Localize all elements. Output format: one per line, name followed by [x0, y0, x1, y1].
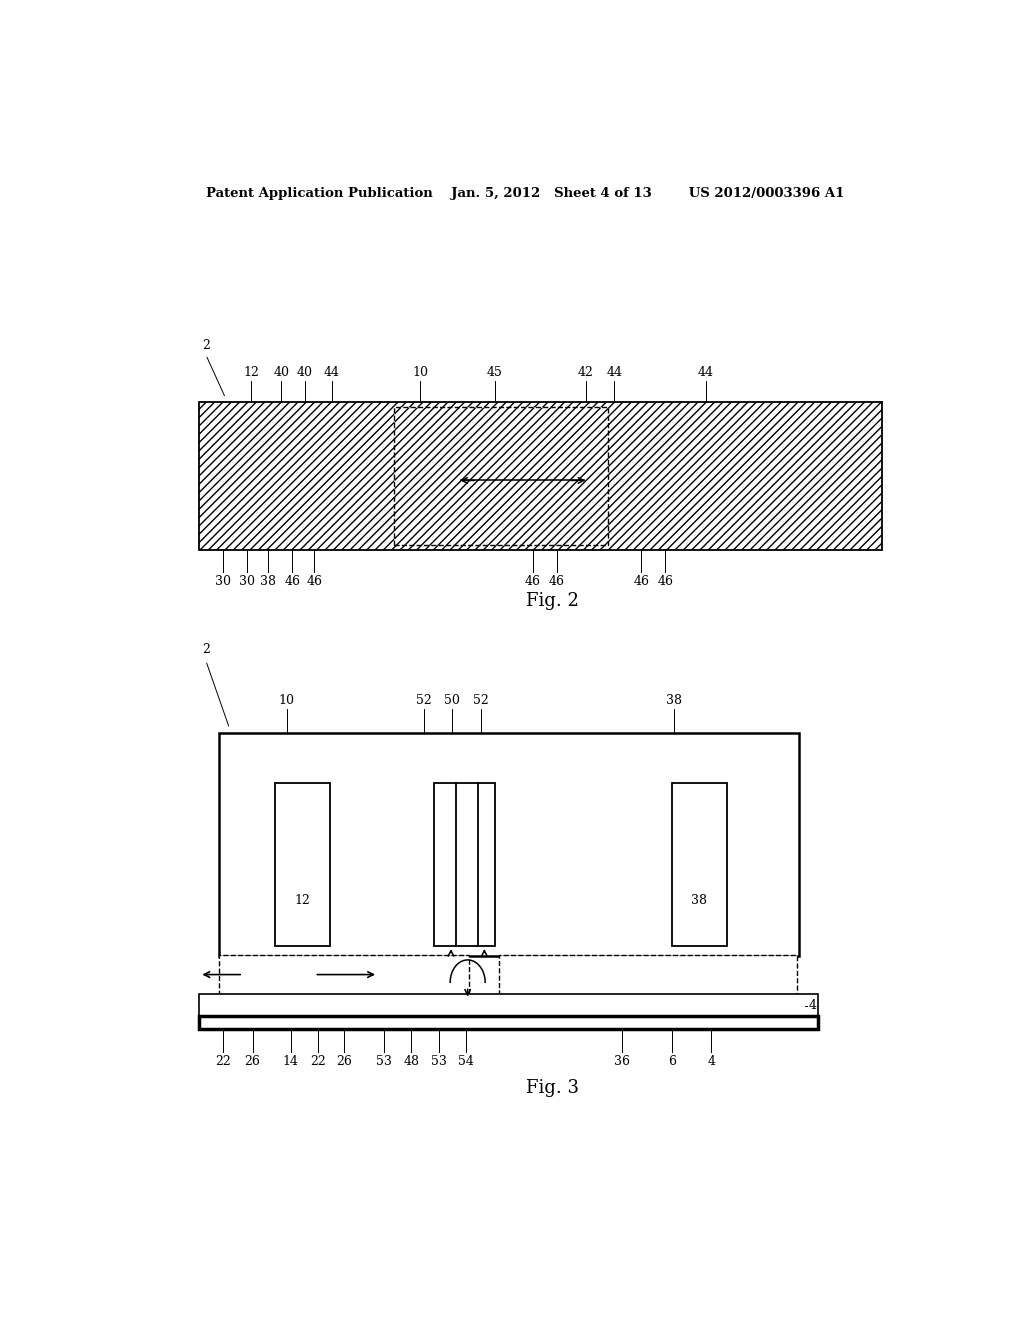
Bar — [219, 733, 799, 956]
Bar — [200, 994, 818, 1018]
Text: 40: 40 — [297, 366, 313, 379]
Text: 54: 54 — [458, 1055, 474, 1068]
Text: 12: 12 — [243, 366, 259, 379]
Text: 26: 26 — [245, 1055, 260, 1068]
Bar — [394, 408, 608, 545]
Bar — [433, 784, 496, 946]
Text: 45: 45 — [486, 366, 503, 379]
Text: Patent Application Publication    Jan. 5, 2012   Sheet 4 of 13        US 2012/00: Patent Application Publication Jan. 5, 2… — [206, 187, 844, 201]
Text: 48: 48 — [403, 1055, 419, 1068]
Text: Fig. 3: Fig. 3 — [526, 1080, 580, 1097]
Text: 2: 2 — [202, 643, 210, 656]
Text: 2: 2 — [202, 338, 210, 351]
Bar — [500, 956, 797, 994]
Bar — [394, 408, 608, 545]
Bar — [274, 784, 331, 946]
Text: 44: 44 — [606, 366, 623, 379]
Text: 22: 22 — [310, 1055, 327, 1068]
Bar — [672, 784, 727, 946]
Text: 14: 14 — [283, 1055, 299, 1068]
Bar — [200, 403, 882, 549]
Text: Fig. 2: Fig. 2 — [526, 591, 579, 610]
Text: 46: 46 — [634, 576, 649, 589]
Text: 40: 40 — [273, 366, 289, 379]
Text: 44: 44 — [324, 366, 340, 379]
Text: 4: 4 — [708, 1055, 716, 1068]
Text: 30: 30 — [215, 576, 231, 589]
Text: 36: 36 — [613, 1055, 630, 1068]
Text: 53: 53 — [377, 1055, 392, 1068]
Text: 44: 44 — [697, 366, 714, 379]
Text: 12: 12 — [295, 894, 310, 907]
Text: 38: 38 — [691, 894, 708, 907]
Text: 4: 4 — [809, 999, 817, 1012]
Text: 22: 22 — [215, 1055, 231, 1068]
Text: 6: 6 — [669, 1055, 677, 1068]
Bar — [219, 956, 469, 994]
Text: 46: 46 — [524, 576, 541, 589]
Text: 53: 53 — [431, 1055, 447, 1068]
Text: 38: 38 — [666, 694, 682, 708]
Text: 10: 10 — [279, 694, 295, 708]
Text: 10: 10 — [412, 366, 428, 379]
Text: 46: 46 — [306, 576, 323, 589]
Text: 46: 46 — [285, 576, 300, 589]
Text: 50: 50 — [443, 694, 460, 708]
Text: 30: 30 — [239, 576, 255, 589]
Text: 52: 52 — [416, 694, 432, 708]
Text: 46: 46 — [657, 576, 673, 589]
Text: 38: 38 — [260, 576, 276, 589]
Text: 42: 42 — [578, 366, 594, 379]
Text: 52: 52 — [473, 694, 489, 708]
Text: 26: 26 — [336, 1055, 352, 1068]
Text: 46: 46 — [549, 576, 564, 589]
Bar — [200, 1016, 818, 1030]
